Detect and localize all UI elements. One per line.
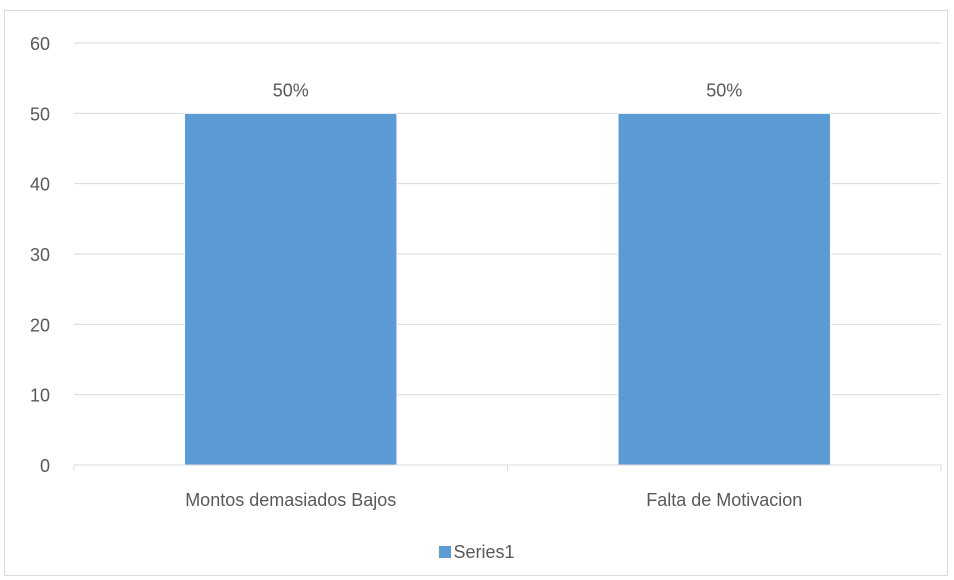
legend-swatch-series1	[439, 545, 452, 558]
bar	[184, 112, 398, 466]
x-axis-labels: Montos demasiados Bajos Falta de Motivaci…	[185, 490, 802, 510]
x-axis	[73, 464, 942, 471]
bar	[617, 112, 831, 466]
legend-label-series1: Series1	[453, 542, 515, 562]
bars	[184, 112, 831, 466]
data-label: 50%	[706, 80, 742, 100]
legend: Series1	[0, 542, 954, 563]
data-labels: 50% 50%	[273, 80, 743, 100]
y-tick-label: 30	[30, 245, 50, 265]
y-tick-label: 0	[40, 456, 50, 476]
y-axis-ticks: 0 10 20 30 40 50 60	[30, 34, 50, 476]
y-tick-label: 50	[30, 104, 50, 124]
data-label: 50%	[273, 80, 309, 100]
x-category-label: Montos demasiados Bajos	[185, 490, 396, 510]
y-tick-label: 40	[30, 175, 50, 195]
y-tick-label: 60	[30, 34, 50, 54]
x-category-label: Falta de Motivacion	[646, 490, 802, 510]
y-tick-label: 10	[30, 386, 50, 406]
y-tick-label: 20	[30, 315, 50, 335]
